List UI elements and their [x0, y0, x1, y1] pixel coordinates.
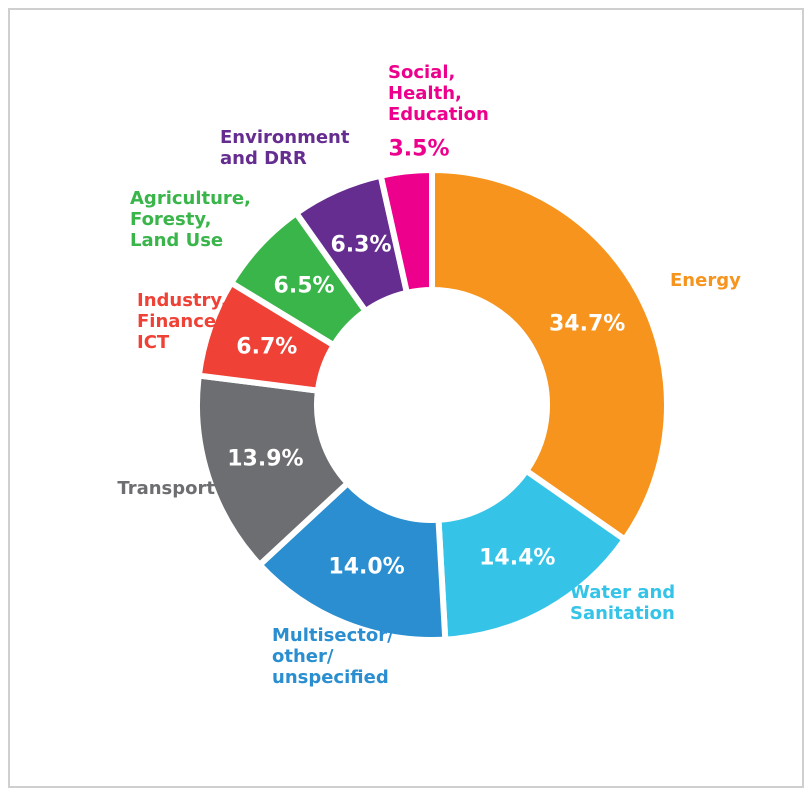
slice: [377, 166, 435, 297]
value-label: 6.5%: [273, 273, 335, 299]
category-label: Multisector/ other/ unspecified: [272, 625, 394, 688]
value-label: 14.4%: [479, 545, 556, 571]
slice: [194, 372, 352, 570]
category-label: Energy: [670, 270, 741, 291]
category-label: Transport: [117, 478, 215, 499]
slice: [429, 166, 670, 544]
category-label: Water and Sanitation: [570, 582, 676, 624]
slice: [435, 466, 629, 643]
category-label: Agriculture, Foresty, Land Use: [130, 188, 251, 251]
category-label: Industry, Finance, ICT: [137, 290, 228, 353]
category-label: Social, Health, Education: [388, 62, 489, 125]
value-label: 6.3%: [330, 232, 392, 258]
category-label: Environment and DRR: [220, 127, 350, 169]
value-label: 14.0%: [328, 554, 405, 580]
value-label: 6.7%: [236, 334, 298, 360]
value-label: 13.9%: [227, 446, 304, 472]
value-label: 34.7%: [548, 311, 626, 337]
value-label: 3.5%: [388, 136, 450, 162]
